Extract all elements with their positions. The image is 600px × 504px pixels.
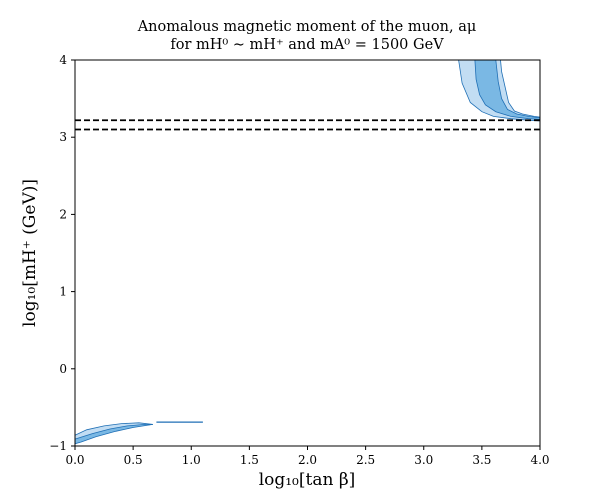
x-tick-label: 3.0	[414, 453, 433, 467]
regions-layer	[74, 59, 541, 445]
y-tick-label: 2	[59, 207, 67, 221]
y-tick-label: −1	[49, 439, 67, 453]
region-inner-3	[74, 423, 153, 445]
ticks-layer: 0.0 0.5 1.0 1.5 2.0 2.5 3.0 3.5 4.0 −1 0 1 2 3 4	[49, 53, 549, 467]
reference-lines-layer	[75, 119, 540, 131]
chart-title-line1: Anomalous magnetic moment of the muon, a…	[137, 19, 477, 35]
x-tick-label: 3.5	[472, 453, 491, 467]
x-tick-label: 4.0	[530, 453, 549, 467]
x-tick-label: 1.0	[182, 453, 201, 467]
x-tick-label: 2.5	[356, 453, 375, 467]
y-tick-label: 1	[59, 285, 67, 299]
y-tick-label: 0	[59, 362, 67, 376]
x-tick-label: 0.0	[65, 453, 84, 467]
chart-title-line2: for mH⁰ ∼ mH⁺ and mA⁰ = 1500 GeV	[170, 37, 444, 53]
y-axis-label: log₁₀[mH⁺ (GeV)]	[20, 179, 40, 327]
plot-frame	[74, 59, 541, 447]
x-tick-label: 1.5	[240, 453, 259, 467]
x-tick-label: 2.0	[298, 453, 317, 467]
x-axis-label: log₁₀[tan β]	[259, 470, 356, 490]
y-tick-label: 4	[59, 53, 67, 67]
y-tick-label: 3	[59, 130, 67, 144]
x-tick-label: 0.5	[124, 453, 143, 467]
